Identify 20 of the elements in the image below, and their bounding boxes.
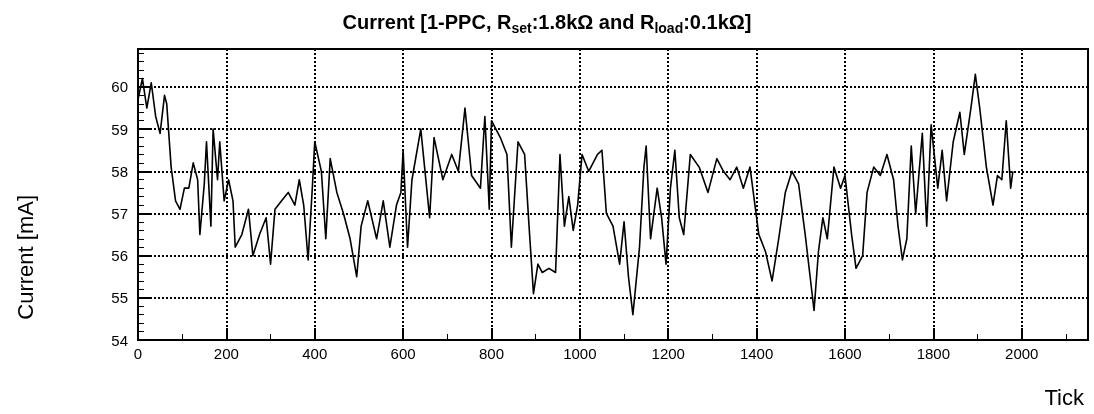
x-tick-label: 400 [302, 345, 328, 362]
x-tick-label: 1000 [563, 345, 597, 362]
x-tick-label: 0 [133, 345, 143, 362]
y-tick-label: 59 [111, 120, 128, 138]
y-tick-label: 54 [111, 331, 128, 349]
y-tick-label: 58 [111, 162, 128, 180]
x-tick-label: 1600 [828, 345, 862, 362]
x-tick-label: 1800 [916, 345, 951, 362]
x-axis-title: Tick [1044, 384, 1085, 410]
x-tick-label: 600 [390, 345, 416, 362]
x-tick-label: 1400 [739, 345, 774, 362]
x-tick-label: 200 [213, 345, 239, 362]
y-tick-label: 55 [111, 289, 128, 307]
x-tick-label: 800 [478, 345, 504, 362]
y-tick-label: 56 [111, 247, 128, 265]
y-tick-label: 57 [111, 204, 128, 222]
y-axis-title: Current [mA] [12, 194, 38, 320]
y-tick-label: 60 [111, 78, 128, 96]
x-tick-label: 2000 [1005, 345, 1039, 362]
x-tick-label: 1200 [651, 345, 685, 362]
